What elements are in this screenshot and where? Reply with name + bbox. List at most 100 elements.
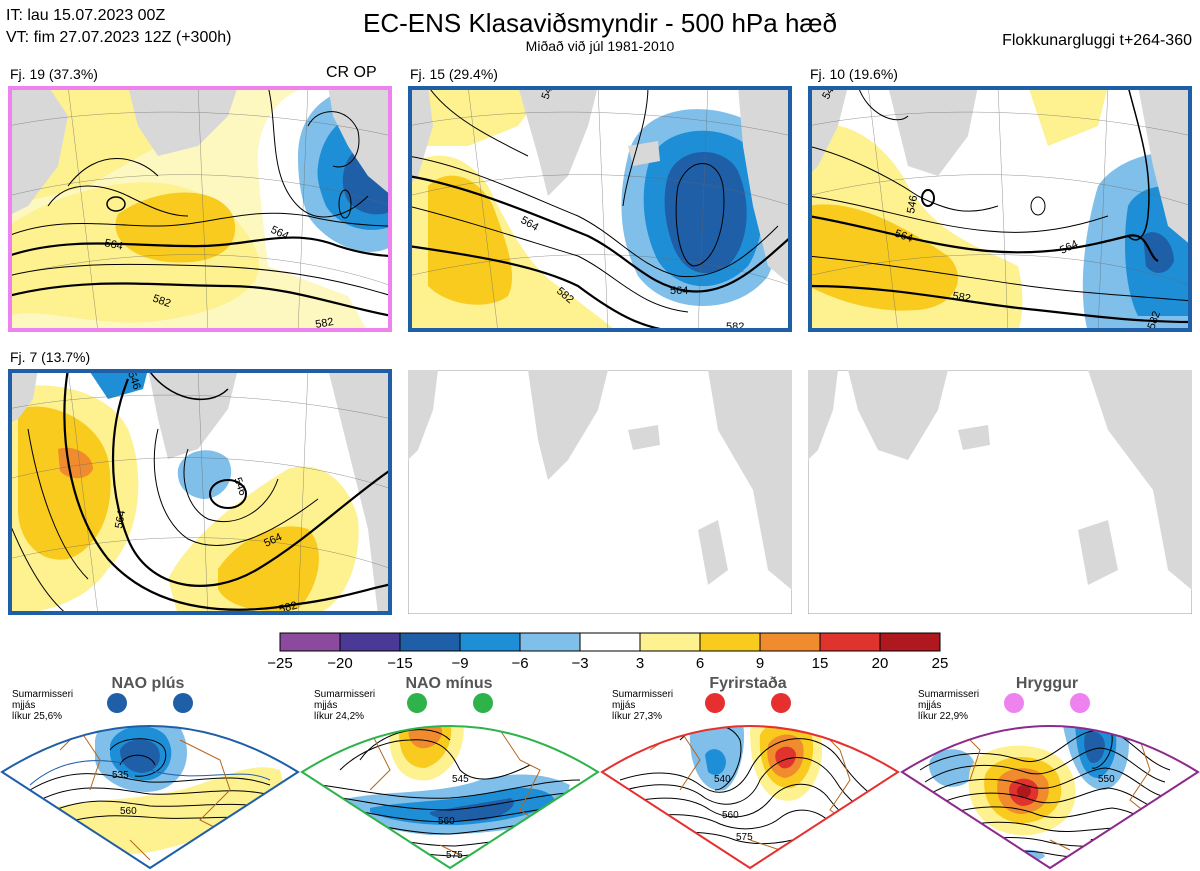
- colorbar-tick-label: 25: [931, 655, 949, 672]
- map-panel-2: 564 564 582 546 582: [408, 86, 792, 332]
- regime-2-season: Sumarmisseri: [314, 689, 376, 700]
- regime-3-frame: [600, 725, 900, 870]
- regime-4-anomaly-negative-west: [929, 749, 976, 787]
- empty-panel-2-land-canada: [808, 370, 838, 460]
- panel-3-anomaly-strong-positive: [808, 204, 958, 311]
- regime-1-info: Sumarmisseri mjjás líkur 25,6%: [12, 689, 73, 722]
- panel-1-badge: CR OP: [326, 64, 377, 81]
- regime-2-info: Sumarmisseri mjjás líkur 24,2%: [314, 689, 375, 722]
- regime-1-contour-label: 560: [120, 806, 137, 817]
- regime-3-anomaly-negative: [689, 726, 745, 791]
- panel-3-land-canada: [808, 86, 848, 176]
- colorbar-cell: [639, 632, 701, 652]
- classification-window: Flokkunargluggi t+264-360: [1002, 32, 1192, 49]
- regime-3-contour-label: 560: [722, 810, 739, 821]
- regime-1-likelihood: líkur 25,6%: [12, 711, 63, 722]
- panel-2-anomaly-strong-positive: [428, 175, 513, 305]
- regime-3-title: Fyrirstaða: [709, 675, 787, 692]
- panel-4-contour-label: 546: [125, 370, 143, 391]
- map-panel-empty-2: [808, 370, 1192, 614]
- empty-panel-1-land-iceland: [628, 425, 660, 450]
- regime-2-contour-label: 545: [452, 774, 469, 785]
- regime-2-anomaly-strong-negative: [430, 798, 514, 822]
- regime-1-season: Sumarmisseri: [12, 689, 74, 700]
- colorbar-tick-label: −3: [571, 655, 589, 672]
- panel-4-anomaly-negative: [177, 450, 232, 499]
- panel-3-frame: [808, 86, 1192, 332]
- regime-2-markers: [407, 693, 493, 713]
- regime-3-season: Sumarmisseri: [612, 689, 674, 700]
- colorbar-cell: [819, 632, 881, 652]
- regime-1-map: 535 560: [0, 725, 300, 870]
- regime-4-contour-label: 550: [1098, 774, 1115, 785]
- panel-1-height-contours: [8, 86, 392, 318]
- regime-4-anomaly-strong-negative: [1084, 731, 1105, 763]
- colorbar-cell: [879, 632, 941, 652]
- panel-3-land-norway: [1138, 86, 1192, 246]
- panel-2-label: Fj. 15 (29.4%): [410, 66, 498, 82]
- panel-4-land-canada: [8, 369, 38, 424]
- regime-3-dot: [705, 693, 725, 713]
- colorbar-tick-label: 15: [811, 655, 829, 672]
- panel-3-height-contours: [808, 86, 1192, 324]
- empty-panel-2-land-norway: [1088, 370, 1192, 590]
- panel-2-land-greenland: [518, 86, 598, 196]
- panel-1-graticule: [8, 86, 392, 332]
- colorbar-cell: [399, 632, 461, 652]
- panel-3-anomaly-positive-north: [1028, 86, 1108, 146]
- regime-3-background: [602, 726, 898, 868]
- map-panel-1: 564 582 582 564: [8, 86, 392, 332]
- regime-3-anomaly-moderate-negative: [705, 749, 726, 775]
- panel-2-land-norway: [738, 86, 792, 286]
- regime-2-map: 545 560 575: [300, 725, 600, 870]
- panel-2-contour-label: 564: [670, 285, 688, 297]
- regime-2-likelihood: líkur 24,2%: [314, 711, 365, 722]
- panel-3-anomaly-strong-negative: [1143, 232, 1174, 273]
- empty-panel-2-land-iceland: [958, 425, 990, 450]
- regime-4-dot: [1070, 693, 1090, 713]
- panel-2-anomaly-strong-negative: [664, 152, 747, 274]
- regime-4-smoothing: mjjás: [918, 700, 942, 711]
- regime-3-map: 540 560 575: [600, 725, 900, 870]
- empty-panel-1-land-canada: [408, 370, 438, 460]
- panel-3-label: Fj. 10 (19.6%): [810, 66, 898, 82]
- it-line: IT: lau 15.07.2023 00Z: [6, 7, 166, 24]
- panel-2-contour-label: 582: [726, 321, 744, 332]
- panel-4-contour-label: 564: [113, 509, 128, 529]
- regime-3-anomaly-extreme-positive: [775, 746, 796, 769]
- regime-4-season: Sumarmisseri: [918, 689, 980, 700]
- regime-1-dot: [107, 693, 127, 713]
- colorbar-tick-label: 9: [755, 655, 765, 672]
- panel-3-contour-label: 582: [951, 290, 971, 305]
- map-panel-3: 564 564 582 546 546 582: [808, 86, 1192, 332]
- panel-3-land-greenland: [888, 86, 978, 176]
- colorbar-cell: [279, 632, 341, 652]
- regime-1-contour-label: 535: [112, 770, 129, 781]
- colorbar-cell: [579, 632, 641, 652]
- panel-1-label: Fj. 19 (37.3%): [10, 66, 98, 82]
- colorbar-tick-label: −20: [327, 655, 353, 672]
- panel-2-frame: [408, 86, 792, 332]
- panel-3-contour-label: 582: [1146, 310, 1164, 331]
- panel-3-contour-label: 546: [905, 194, 920, 214]
- regime-2-contour-label: 560: [438, 816, 455, 827]
- regime-1-markers: [107, 693, 193, 713]
- regime-3-smoothing: mjjás: [612, 700, 636, 711]
- regime-3-contour-label: 575: [736, 832, 753, 843]
- colorbar-tick-label: −6: [511, 655, 529, 672]
- colorbar-tick-label: 6: [695, 655, 705, 672]
- colorbar-cell: [759, 632, 821, 652]
- empty-panel-2-land-greenland: [848, 370, 948, 460]
- empty-panel-2-land-britain: [1078, 520, 1118, 585]
- empty-panel-1-land-norway: [708, 370, 792, 590]
- colorbar-cells: [279, 632, 941, 652]
- page-subtitle: Miðað við júl 1981-2010: [525, 38, 675, 54]
- regime-4-title: Hryggur: [1015, 675, 1079, 692]
- panel-1-contour-label: 582: [151, 293, 172, 311]
- regime-1-smoothing: mjjás: [12, 700, 36, 711]
- regime-2-smoothing: mjjás: [314, 700, 338, 711]
- panel-4-contour-label: 546: [231, 476, 249, 497]
- colorbar-tick-label: −9: [451, 655, 469, 672]
- panel-4-anomaly-moderate-negative: [88, 369, 148, 399]
- page-title: EC-ENS Klasaviðsmyndir - 500 hPa hæð: [363, 8, 837, 38]
